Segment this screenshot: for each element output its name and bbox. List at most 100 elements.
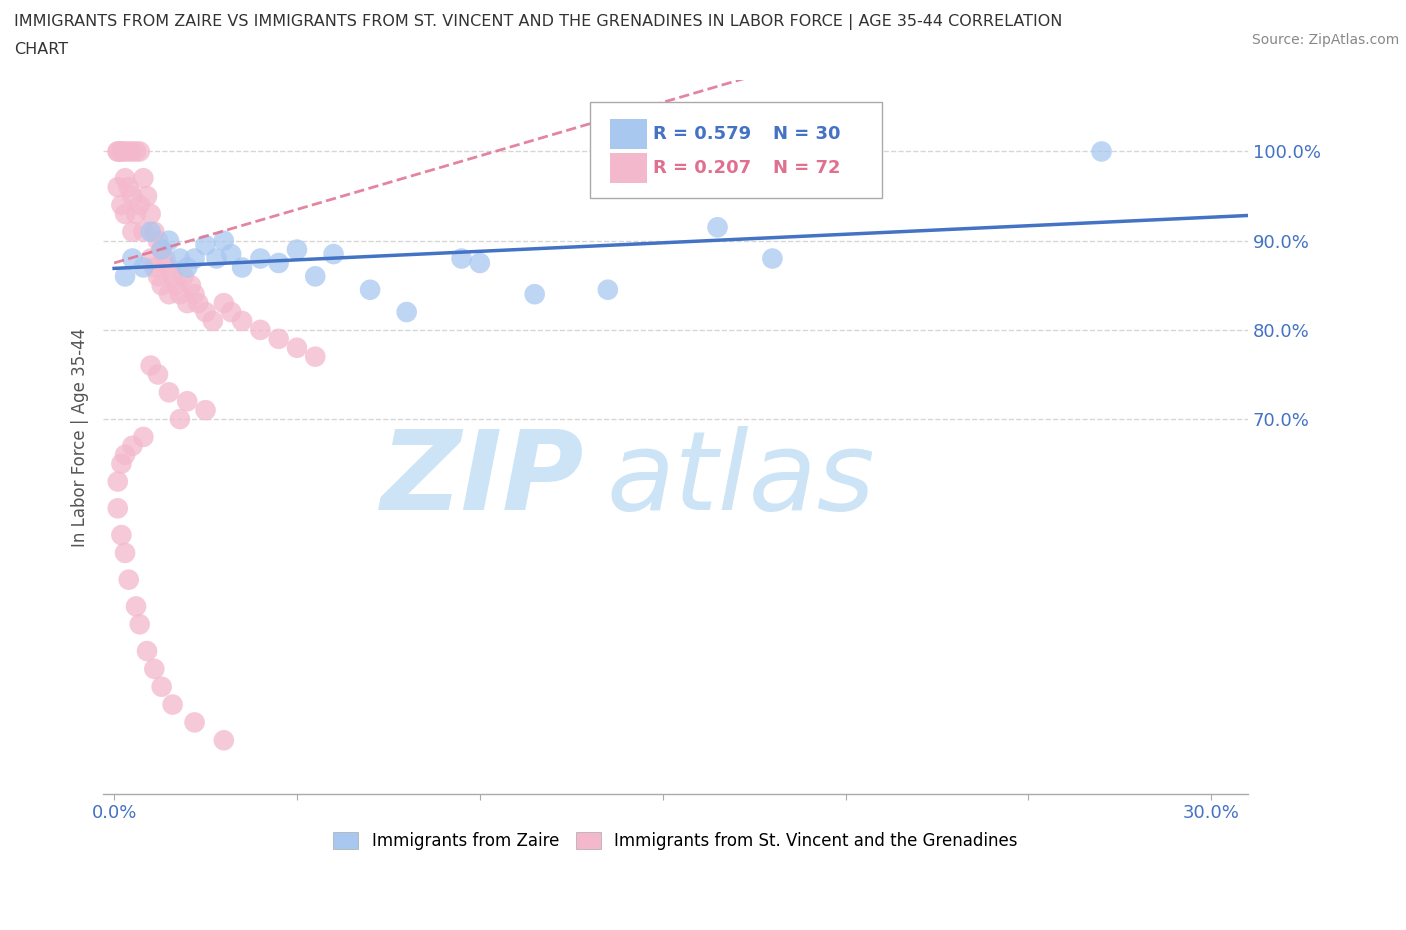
Point xyxy=(183,715,205,730)
Point xyxy=(180,278,202,293)
Point xyxy=(194,305,217,320)
Point xyxy=(285,242,308,257)
Point xyxy=(169,251,191,266)
Point xyxy=(155,251,177,266)
Point xyxy=(150,278,173,293)
Legend: Immigrants from Zaire, Immigrants from St. Vincent and the Grenadines: Immigrants from Zaire, Immigrants from S… xyxy=(333,831,1018,850)
Point xyxy=(173,269,195,284)
Point xyxy=(194,238,217,253)
Point xyxy=(121,251,143,266)
Point xyxy=(219,305,242,320)
Point xyxy=(212,296,235,311)
Point xyxy=(139,251,162,266)
Point xyxy=(219,246,242,261)
Point xyxy=(183,251,205,266)
Point xyxy=(146,367,169,382)
Point xyxy=(761,251,783,266)
Point xyxy=(285,340,308,355)
Point xyxy=(267,331,290,346)
Point xyxy=(165,278,187,293)
Point xyxy=(176,260,198,275)
Point xyxy=(118,144,141,159)
Point xyxy=(157,385,180,400)
Point xyxy=(231,313,253,328)
Point xyxy=(121,438,143,453)
Point xyxy=(110,144,132,159)
Text: R = 0.579: R = 0.579 xyxy=(652,126,751,143)
Point xyxy=(162,698,184,712)
Point xyxy=(201,313,224,328)
Point xyxy=(395,305,418,320)
Point xyxy=(114,144,136,159)
Point xyxy=(150,242,173,257)
Point xyxy=(304,269,326,284)
Point xyxy=(114,546,136,561)
Point xyxy=(150,679,173,694)
Point xyxy=(450,251,472,266)
Point xyxy=(194,403,217,418)
Point xyxy=(139,206,162,221)
Point xyxy=(523,286,546,301)
Point xyxy=(118,572,141,587)
Point xyxy=(132,430,155,445)
Point xyxy=(176,393,198,408)
Point xyxy=(114,206,136,221)
Point xyxy=(128,197,150,212)
Point xyxy=(139,358,162,373)
Text: atlas: atlas xyxy=(607,426,876,533)
Point xyxy=(146,269,169,284)
Text: CHART: CHART xyxy=(14,42,67,57)
Point xyxy=(143,224,166,239)
Point xyxy=(212,733,235,748)
Point xyxy=(169,412,191,427)
Text: N = 72: N = 72 xyxy=(773,159,841,177)
Point xyxy=(212,233,235,248)
Point xyxy=(121,144,143,159)
Point xyxy=(139,224,162,239)
Point xyxy=(706,219,728,234)
Text: IMMIGRANTS FROM ZAIRE VS IMMIGRANTS FROM ST. VINCENT AND THE GRENADINES IN LABOR: IMMIGRANTS FROM ZAIRE VS IMMIGRANTS FROM… xyxy=(14,14,1063,30)
Point xyxy=(110,197,132,212)
Point xyxy=(183,286,205,301)
Point xyxy=(322,246,344,261)
Point xyxy=(304,349,326,364)
Point xyxy=(162,269,184,284)
FancyBboxPatch shape xyxy=(610,153,647,183)
Point xyxy=(118,179,141,194)
Point xyxy=(125,599,148,614)
Point xyxy=(143,260,166,275)
Point xyxy=(157,260,180,275)
Point xyxy=(125,144,148,159)
Point xyxy=(107,144,129,159)
Point xyxy=(176,296,198,311)
Point xyxy=(110,457,132,472)
Point xyxy=(205,251,228,266)
Point xyxy=(150,242,173,257)
Point xyxy=(146,233,169,248)
Point xyxy=(249,251,271,266)
Point xyxy=(121,189,143,204)
Point xyxy=(125,206,148,221)
Point xyxy=(187,296,209,311)
Point xyxy=(231,260,253,275)
Text: Source: ZipAtlas.com: Source: ZipAtlas.com xyxy=(1251,33,1399,46)
Point xyxy=(132,224,155,239)
FancyBboxPatch shape xyxy=(610,119,647,150)
Point xyxy=(157,233,180,248)
Point xyxy=(107,144,129,159)
Y-axis label: In Labor Force | Age 35-44: In Labor Force | Age 35-44 xyxy=(72,327,89,547)
Point xyxy=(136,189,159,204)
FancyBboxPatch shape xyxy=(589,101,882,198)
Point xyxy=(143,661,166,676)
Point xyxy=(596,283,619,298)
Text: R = 0.207: R = 0.207 xyxy=(652,159,751,177)
Text: N = 30: N = 30 xyxy=(773,126,841,143)
Point xyxy=(114,447,136,462)
Point xyxy=(468,256,491,271)
Point xyxy=(359,283,381,298)
Point xyxy=(110,527,132,542)
Point xyxy=(128,144,150,159)
Point xyxy=(107,501,129,516)
Point xyxy=(169,286,191,301)
Point xyxy=(110,144,132,159)
